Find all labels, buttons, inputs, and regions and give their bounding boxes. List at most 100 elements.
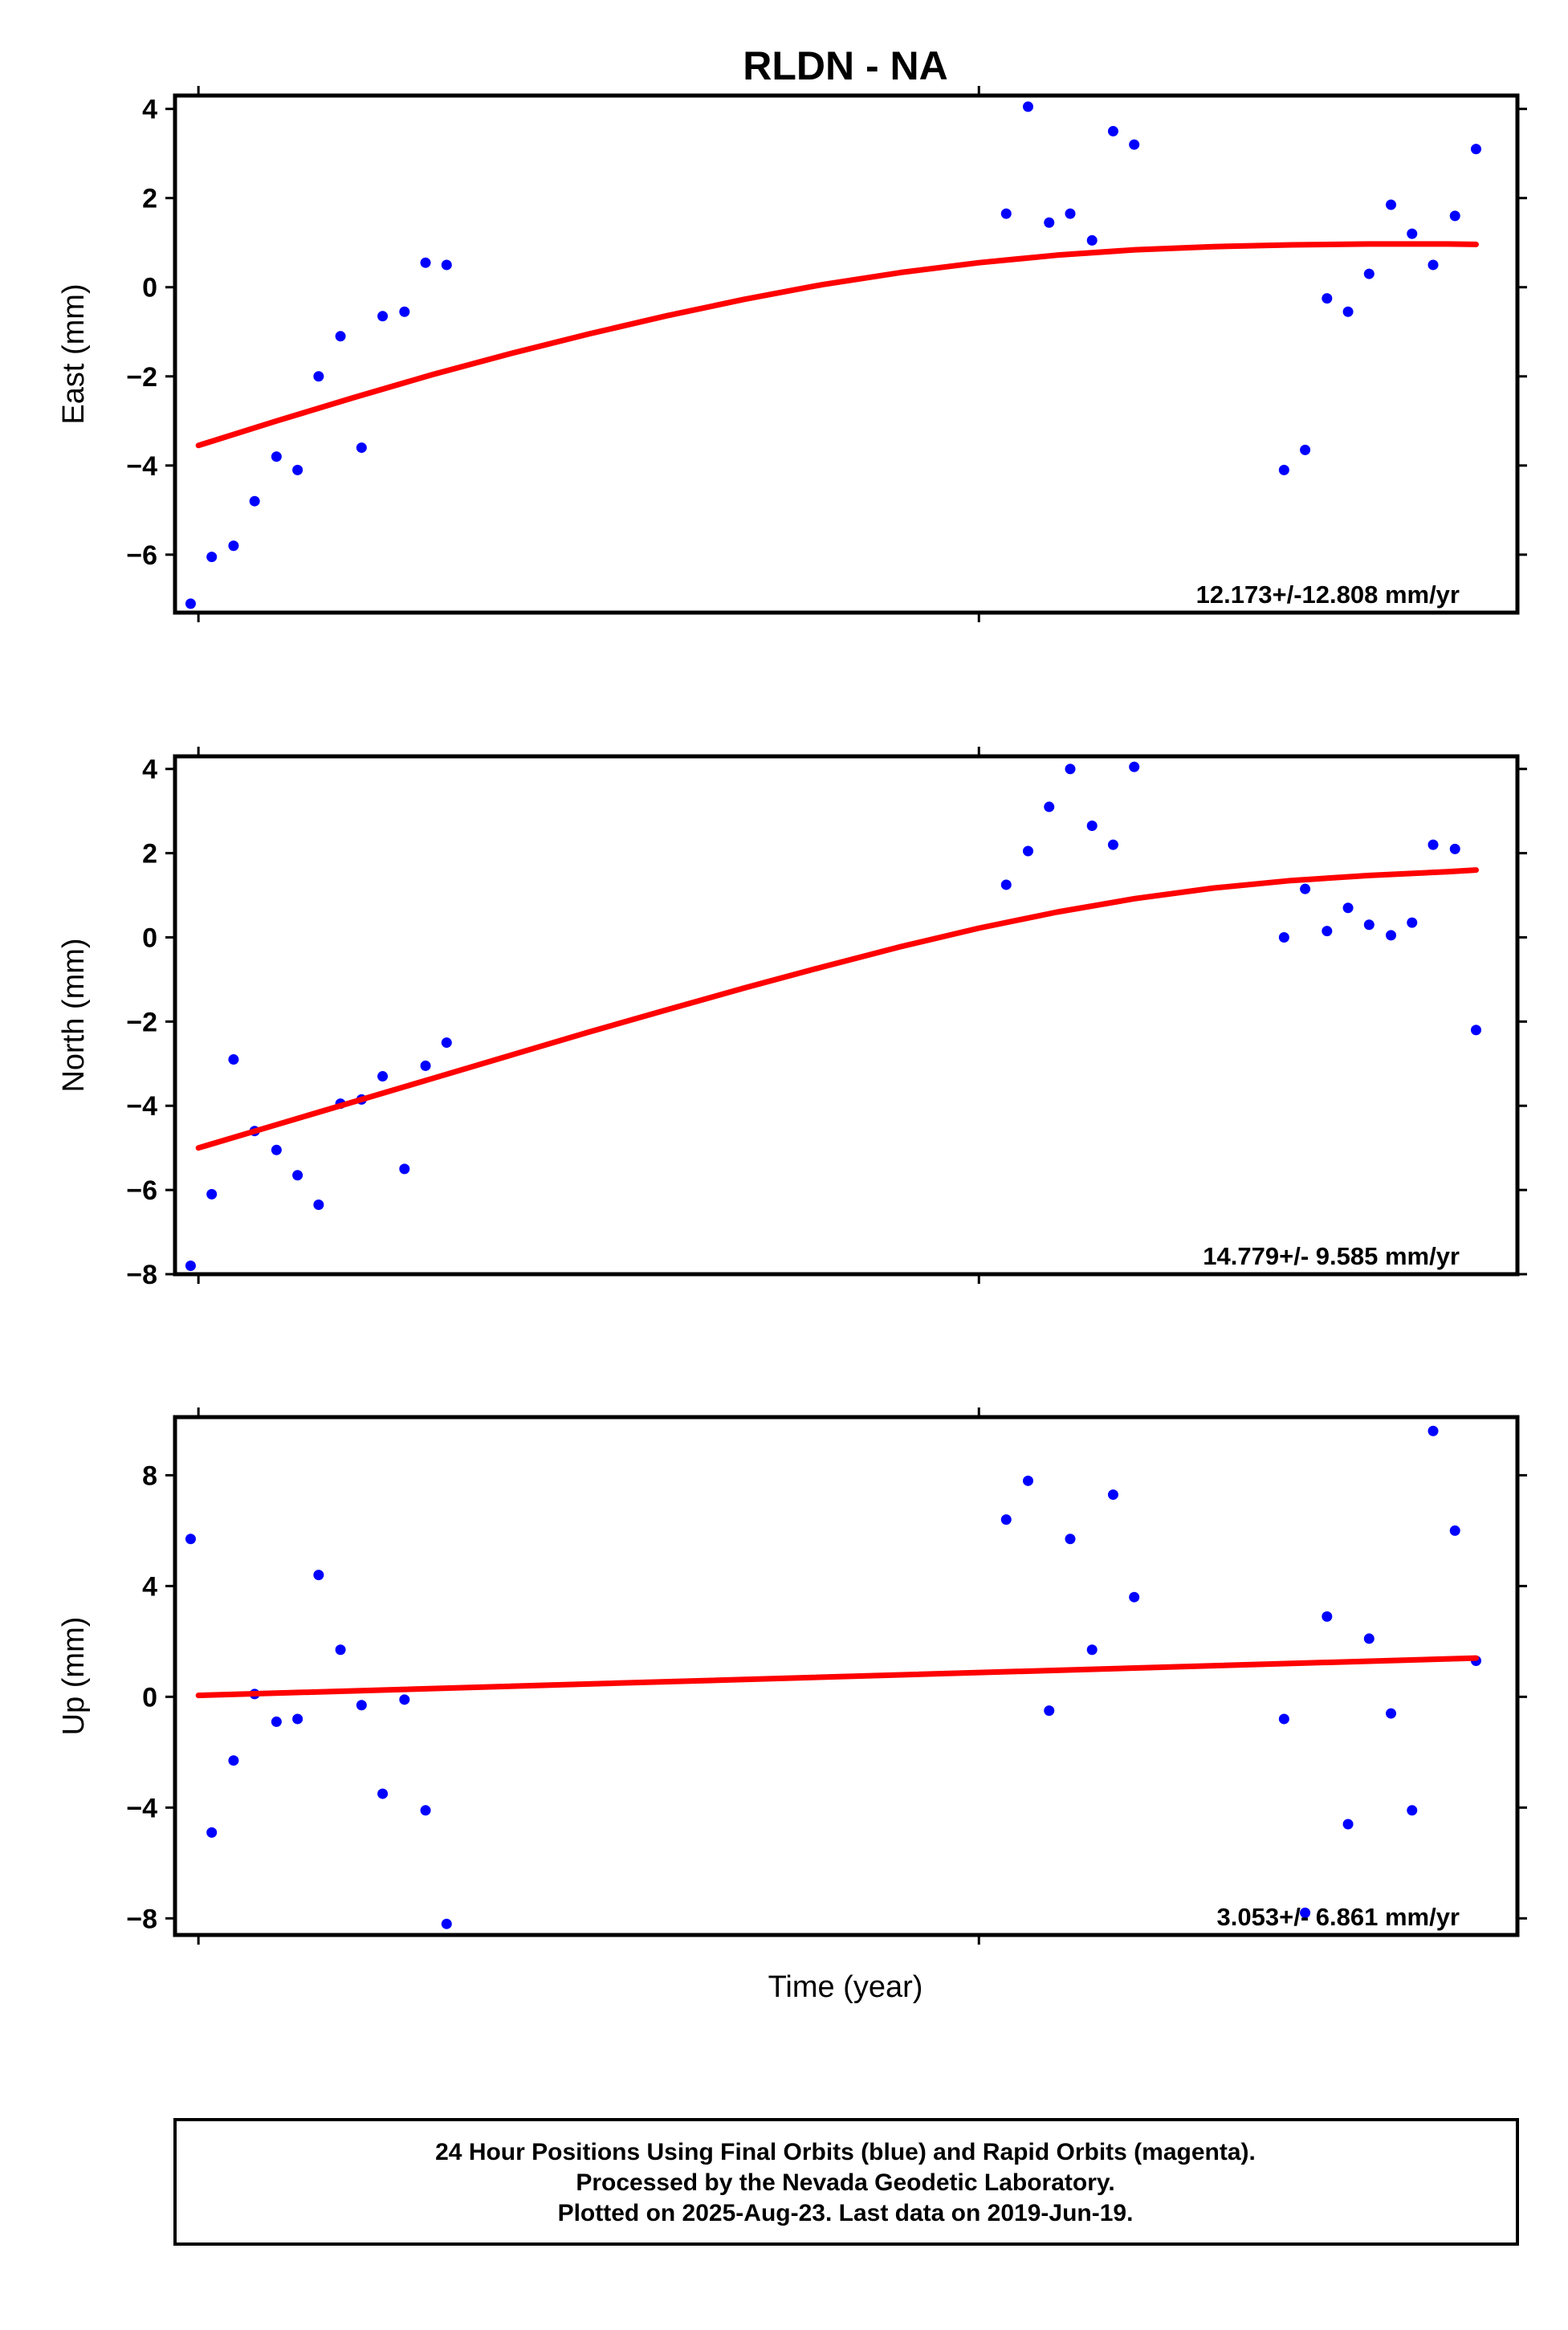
data-point <box>1407 917 1418 928</box>
data-point <box>228 540 239 552</box>
data-point <box>1278 931 1289 943</box>
data-point <box>1278 1713 1289 1725</box>
data-point <box>1065 208 1076 219</box>
y-tick-label: −8 <box>126 1904 157 1934</box>
data-point <box>1300 444 1311 455</box>
data-point <box>185 1534 196 1545</box>
data-point <box>1129 761 1140 772</box>
data-point <box>1000 1514 1012 1525</box>
data-point <box>1386 1708 1397 1719</box>
data-point <box>335 331 346 342</box>
data-point <box>1086 821 1098 832</box>
data-point <box>1278 464 1289 475</box>
data-point <box>1022 845 1033 857</box>
data-point <box>1044 1705 1055 1717</box>
data-point <box>1300 883 1311 894</box>
data-point <box>313 1199 324 1210</box>
data-point <box>1022 101 1033 112</box>
data-point <box>1107 1489 1118 1501</box>
y-tick-label: −4 <box>126 1091 157 1122</box>
data-point <box>1386 199 1397 210</box>
data-point <box>1300 1907 1311 1918</box>
data-point <box>228 1054 239 1065</box>
data-point <box>313 1570 324 1581</box>
data-point <box>1363 268 1375 279</box>
data-point <box>313 371 324 382</box>
data-point <box>399 306 410 317</box>
data-point <box>1086 234 1098 246</box>
y-tick-label: 0 <box>142 1682 157 1713</box>
data-point <box>420 257 431 268</box>
y-tick-label: −2 <box>126 362 157 393</box>
data-point <box>1342 306 1354 317</box>
data-point <box>1386 930 1397 941</box>
data-point <box>420 1060 431 1071</box>
trend-line-up <box>195 1655 1479 1699</box>
panel-east: −6 −4 −2 0 2 4 East (mm) 12.173+/-12.808 mm/yr <box>57 86 1527 622</box>
data-point <box>1322 1611 1333 1622</box>
x-axis-title: Time (year) <box>768 1970 923 2004</box>
trend-line-east <box>195 241 1479 449</box>
data-point <box>228 1755 239 1766</box>
data-point <box>206 1188 218 1200</box>
footer-line-2: Processed by the Nevada Geodetic Laborat… <box>576 2169 1114 2196</box>
panel-up: −8 −4 0 4 8 Up (mm) 3.053+/- 6.861 mm/yr <box>57 1407 1527 1945</box>
data-point <box>1322 926 1333 937</box>
y-tick-label: 0 <box>142 273 157 303</box>
data-point <box>399 1163 410 1175</box>
data-point <box>1449 843 1460 854</box>
data-point <box>420 1805 431 1816</box>
data-point <box>1449 210 1460 222</box>
data-point <box>1470 1024 1481 1036</box>
y-tick-label: 2 <box>142 839 157 870</box>
y-tick-label: 0 <box>142 923 157 953</box>
data-point <box>1427 1425 1439 1436</box>
data-point <box>1129 1591 1140 1603</box>
data-point <box>1044 217 1055 228</box>
data-point <box>1086 1644 1098 1656</box>
data-point <box>1342 1819 1354 1830</box>
data-point <box>292 1713 303 1725</box>
y-tick-label: 8 <box>142 1460 157 1491</box>
data-point <box>185 598 196 609</box>
panel-frame-north <box>173 754 1520 1277</box>
data-point <box>206 1827 218 1838</box>
data-point <box>1427 259 1439 271</box>
rate-label-up: 3.053+/- 6.861 mm/yr <box>1217 1903 1460 1931</box>
y-axis-title-north: North (mm) <box>57 938 91 1092</box>
data-point <box>377 1788 389 1799</box>
data-point <box>377 311 389 322</box>
data-point <box>1000 208 1012 219</box>
data-point <box>249 495 260 507</box>
data-point <box>1000 879 1012 890</box>
y-axis-title-up: Up (mm) <box>57 1617 91 1736</box>
data-point <box>1449 1525 1460 1536</box>
chart-title: RLDN - NA <box>743 43 948 88</box>
y-tick-label: 4 <box>142 755 157 785</box>
y-tick-label: 2 <box>142 184 157 214</box>
data-point <box>271 1144 282 1155</box>
data-point <box>271 451 282 462</box>
data-point <box>1129 139 1140 150</box>
data-point <box>1044 801 1055 813</box>
data-point <box>441 1037 452 1049</box>
data-point <box>1363 919 1375 931</box>
data-point <box>292 464 303 475</box>
data-point <box>1022 1475 1033 1486</box>
data-point <box>292 1170 303 1181</box>
data-point <box>1065 1534 1076 1545</box>
data-point <box>441 259 452 271</box>
footer-box <box>173 2118 1519 2246</box>
y-tick-label: −8 <box>126 1260 157 1290</box>
y-tick-label: −6 <box>126 540 157 571</box>
data-point <box>1342 902 1354 914</box>
data-point <box>1407 1805 1418 1816</box>
data-point <box>1065 764 1076 775</box>
panel-north: −8 −6 −4 −2 0 2 4 North (mm) 14.779+/- 9.585 mm/… <box>57 747 1527 1290</box>
y-tick-label: −4 <box>126 1793 157 1823</box>
rate-label-east: 12.173+/-12.808 mm/yr <box>1196 580 1460 609</box>
rate-label-north: 14.779+/- 9.585 mm/yr <box>1203 1242 1460 1270</box>
data-point <box>1107 125 1118 136</box>
